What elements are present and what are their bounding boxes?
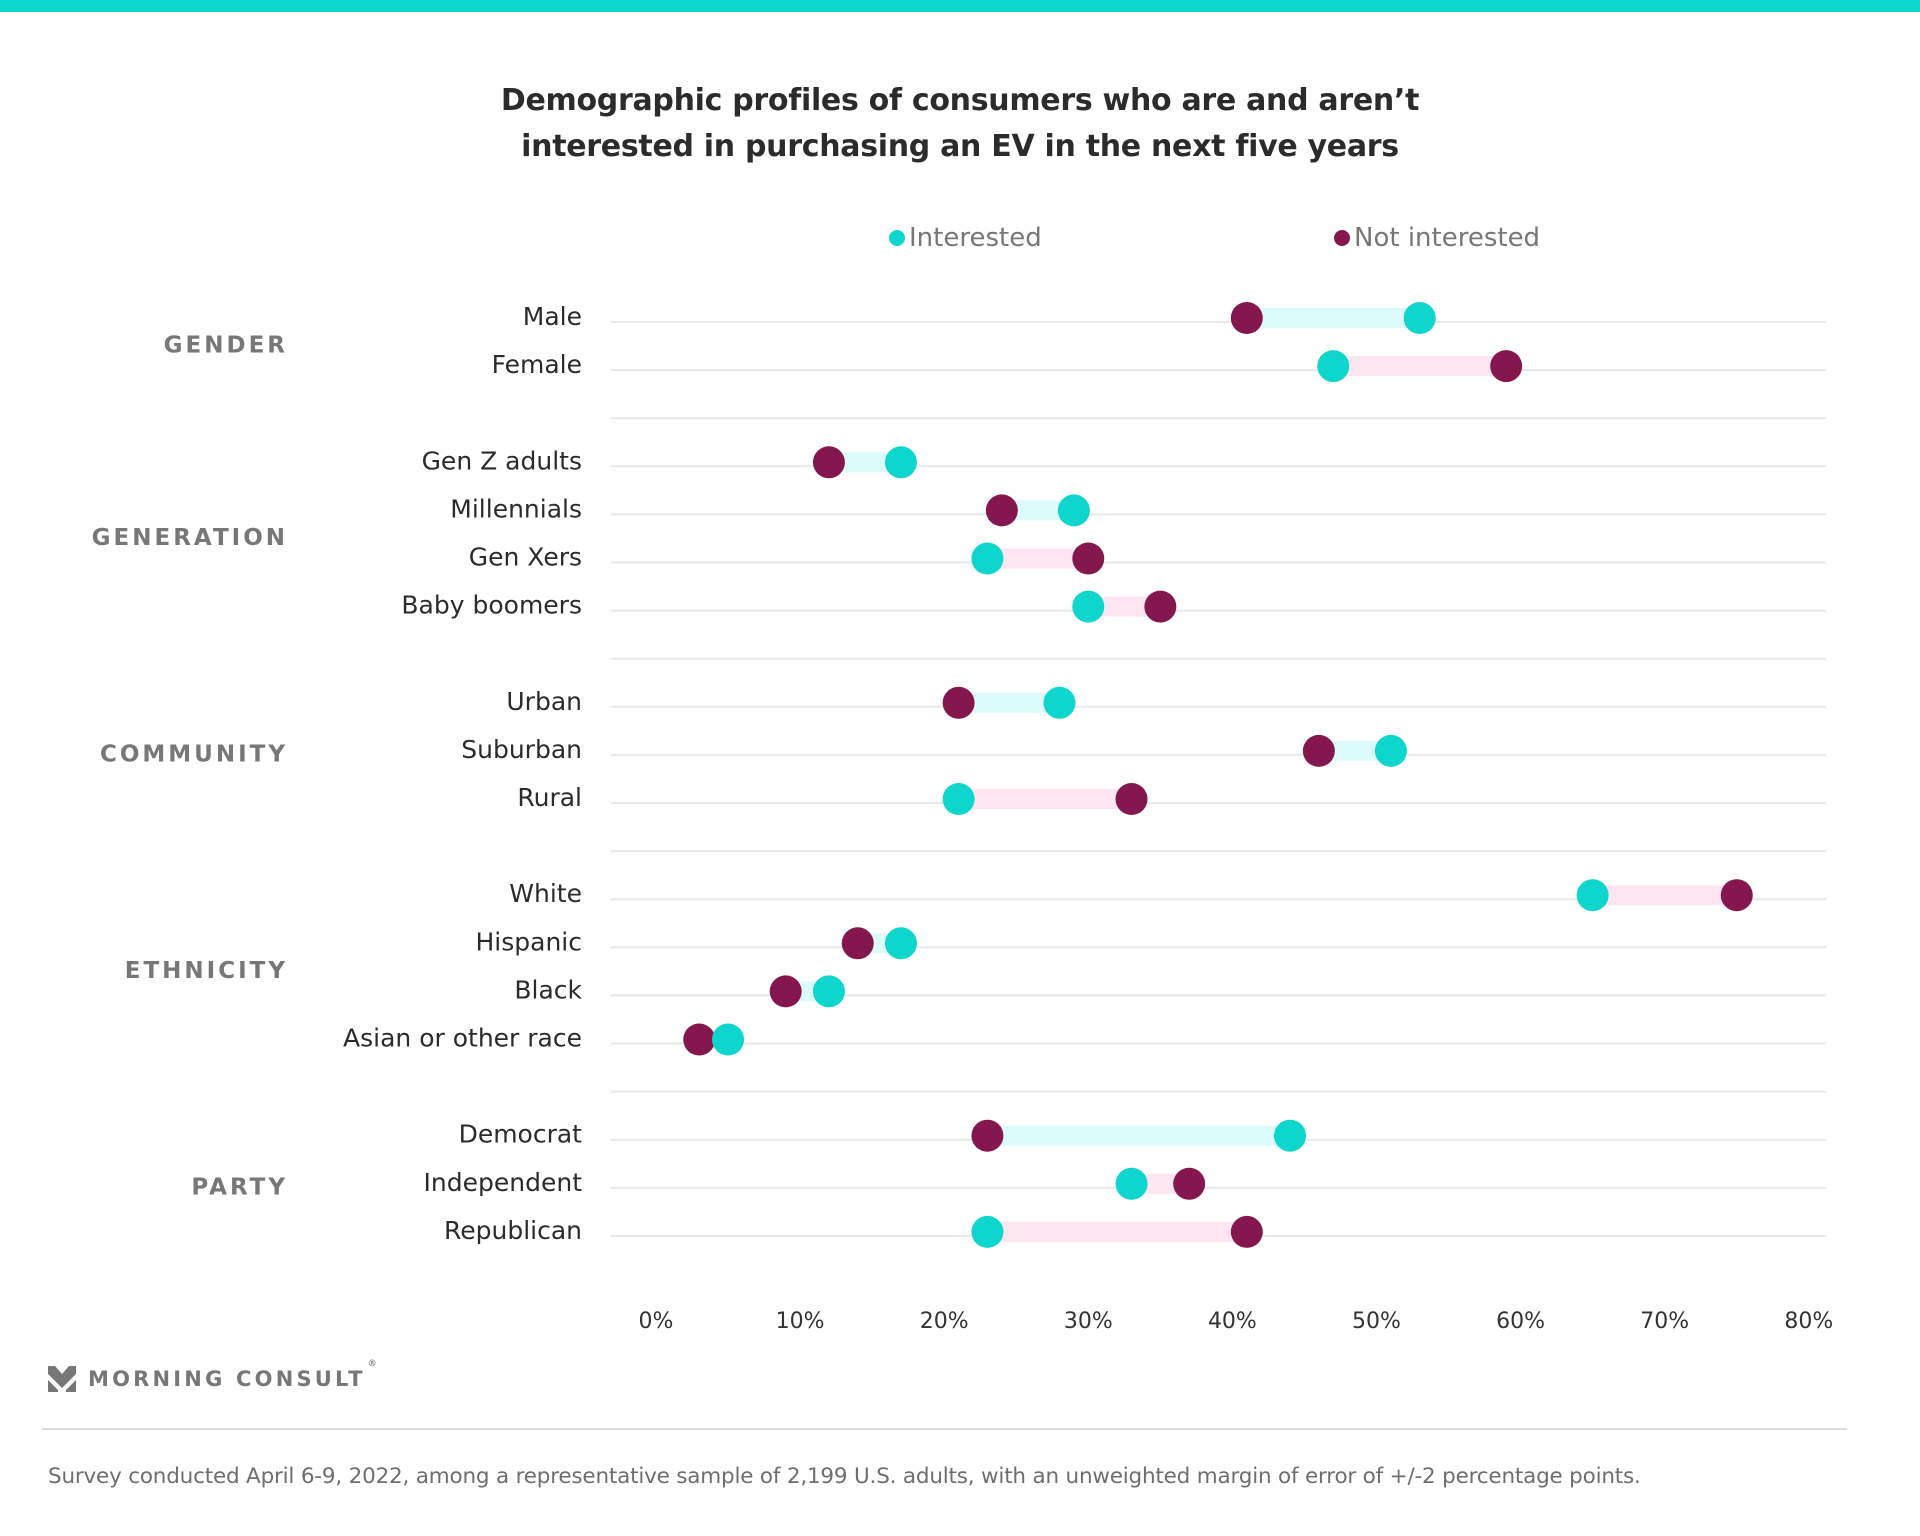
row-label: Hispanic <box>476 927 583 956</box>
dot-interested <box>884 446 917 479</box>
dot-interested <box>942 783 975 815</box>
legend-item-not-interested: Not interested <box>1334 220 1540 256</box>
morning-consult-chevron-icon <box>48 1366 76 1392</box>
dot-interested <box>1043 686 1076 719</box>
group-label: GENERATION <box>92 525 288 551</box>
group-label: ETHNICITY <box>125 958 288 984</box>
dot-interested <box>712 1023 745 1056</box>
dot-not-interested <box>1144 590 1177 623</box>
range-bar <box>958 692 1060 713</box>
row-label: Gen Z adults <box>422 446 582 475</box>
dot-interested <box>1374 734 1407 767</box>
row-label: Independent <box>424 1168 583 1197</box>
group-label: PARTY <box>191 1174 288 1200</box>
range-bar <box>1088 596 1161 617</box>
dot-not-interested <box>1230 1215 1263 1248</box>
dot-interested <box>1072 590 1105 623</box>
row-label: White <box>509 879 582 908</box>
dot-not-interested <box>1173 1167 1206 1200</box>
x-tick-label: 0% <box>639 1309 674 1334</box>
range-bar <box>1333 356 1507 377</box>
row-label: Rural <box>517 783 582 812</box>
legend-dot-interested-icon <box>889 230 905 246</box>
dot-interested <box>1317 350 1350 383</box>
dot-interested <box>884 927 917 960</box>
legend-label-interested: Interested <box>909 223 1042 253</box>
chart-title-line-1: Demographic profiles of consumers who ar… <box>500 83 1420 118</box>
legend-label-not-interested: Not interested <box>1354 223 1541 253</box>
row-label: Gen Xers <box>469 543 582 572</box>
dot-interested <box>812 975 845 1008</box>
legend-dot-not-interested-icon <box>1334 230 1350 246</box>
dot-interested <box>1115 1167 1148 1200</box>
legend-item-interested: Interested <box>889 220 1042 256</box>
brand-name: MORNING CONSULT® <box>88 1359 380 1391</box>
x-tick-label: 70% <box>1640 1309 1689 1334</box>
chart-title: Demographic profiles of consumers who ar… <box>0 78 1920 170</box>
x-tick-label: 10% <box>776 1309 825 1334</box>
dot-not-interested <box>971 1119 1004 1152</box>
dot-not-interested <box>812 446 845 479</box>
chart-title-line-2: interested in purchasing an EV in the ne… <box>521 129 1399 164</box>
dot-not-interested <box>942 686 975 719</box>
range-bar <box>828 452 901 473</box>
survey-footnote: Survey conducted April 6-9, 2022, among … <box>48 1464 1641 1489</box>
row-label: Urban <box>506 687 582 716</box>
dot-interested <box>971 542 1004 575</box>
dot-not-interested <box>841 927 874 960</box>
dot-not-interested <box>683 1023 716 1056</box>
dot-not-interested <box>1115 783 1148 815</box>
range-bar <box>987 1125 1291 1146</box>
top-accent-bar <box>0 0 1920 12</box>
range-bar <box>1318 740 1391 761</box>
x-tick-label: 20% <box>920 1309 969 1334</box>
dot-interested <box>1057 494 1090 527</box>
group-label: COMMUNITY <box>100 741 288 767</box>
x-tick-label: 30% <box>1064 1309 1113 1334</box>
registered-mark: ® <box>367 1359 380 1369</box>
x-tick-label: 50% <box>1352 1309 1401 1334</box>
row-label: Millennials <box>450 494 582 523</box>
footer-divider <box>42 1428 1847 1430</box>
range-bar <box>1001 500 1074 521</box>
brand-logo: MORNING CONSULT® <box>48 1359 380 1392</box>
dot-interested <box>971 1215 1004 1248</box>
row-label: Male <box>523 302 582 331</box>
x-tick-label: 80% <box>1784 1309 1833 1334</box>
row-label: Republican <box>444 1216 582 1245</box>
row-label: Female <box>492 350 582 379</box>
group-label: GENDER <box>164 333 288 359</box>
dot-interested <box>1576 879 1609 912</box>
range-bar <box>958 789 1132 809</box>
range-bar <box>1592 885 1737 906</box>
row-label: Asian or other race <box>343 1024 582 1053</box>
range-bar <box>987 548 1089 569</box>
dot-not-interested <box>1230 302 1263 334</box>
range-bar <box>1246 308 1420 328</box>
row-label: Suburban <box>461 735 582 764</box>
dot-not-interested <box>985 494 1018 527</box>
row-label: Baby boomers <box>401 591 582 620</box>
dot-interested <box>1403 302 1436 334</box>
dot-not-interested <box>1302 734 1335 767</box>
dot-not-interested <box>1072 542 1105 575</box>
dot-not-interested <box>1490 350 1523 383</box>
dot-not-interested <box>1720 879 1753 912</box>
dot-not-interested <box>769 975 802 1008</box>
dot-interested <box>1274 1119 1307 1152</box>
row-label: Democrat <box>459 1120 583 1149</box>
x-tick-label: 60% <box>1496 1309 1545 1334</box>
row-label: Black <box>514 975 582 1004</box>
range-bar <box>987 1221 1247 1242</box>
x-tick-label: 40% <box>1208 1309 1257 1334</box>
